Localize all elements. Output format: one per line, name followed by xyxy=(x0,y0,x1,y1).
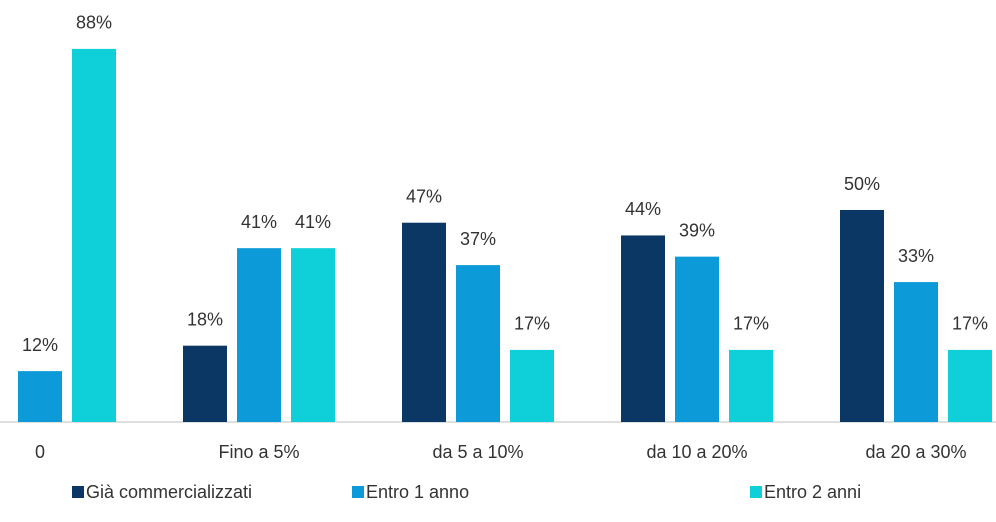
bar xyxy=(621,235,665,422)
bar xyxy=(72,48,116,422)
x-tick-label: da 10 a 20% xyxy=(646,442,747,462)
bar xyxy=(510,349,554,422)
data-label: 44% xyxy=(625,199,661,219)
bar xyxy=(183,345,227,422)
bar xyxy=(675,256,719,422)
bar xyxy=(456,265,500,422)
data-label: 33% xyxy=(898,246,934,266)
data-label: 37% xyxy=(460,229,496,249)
bar xyxy=(402,222,446,422)
data-label: 50% xyxy=(844,174,880,194)
bar xyxy=(237,248,281,422)
x-tick-label: da 5 a 10% xyxy=(432,442,523,462)
data-label: 47% xyxy=(406,186,442,206)
legend-swatch xyxy=(352,486,364,498)
data-label: 88% xyxy=(76,13,112,33)
data-label: 12% xyxy=(22,335,58,355)
data-label: 18% xyxy=(187,309,223,329)
bar xyxy=(894,282,938,422)
x-tick-label: da 20 a 30% xyxy=(865,442,966,462)
x-tick-label: Fino a 5% xyxy=(218,442,299,462)
legend-label: Entro 1 anno xyxy=(366,482,469,502)
legend-swatch xyxy=(72,486,84,498)
legend-label: Entro 2 anni xyxy=(764,482,861,502)
legend-swatch xyxy=(750,486,762,498)
data-label: 41% xyxy=(241,212,277,232)
data-label: 41% xyxy=(295,212,331,232)
legend-label: Già commercializzati xyxy=(86,482,252,502)
data-label: 39% xyxy=(679,220,715,240)
data-label: 17% xyxy=(952,314,988,334)
bar xyxy=(18,371,62,422)
bar xyxy=(948,349,992,422)
x-tick-label: 0 xyxy=(35,442,45,462)
data-label: 17% xyxy=(514,314,550,334)
bar xyxy=(840,210,884,422)
bar xyxy=(729,349,773,422)
bar xyxy=(291,248,335,422)
data-label: 17% xyxy=(733,314,769,334)
